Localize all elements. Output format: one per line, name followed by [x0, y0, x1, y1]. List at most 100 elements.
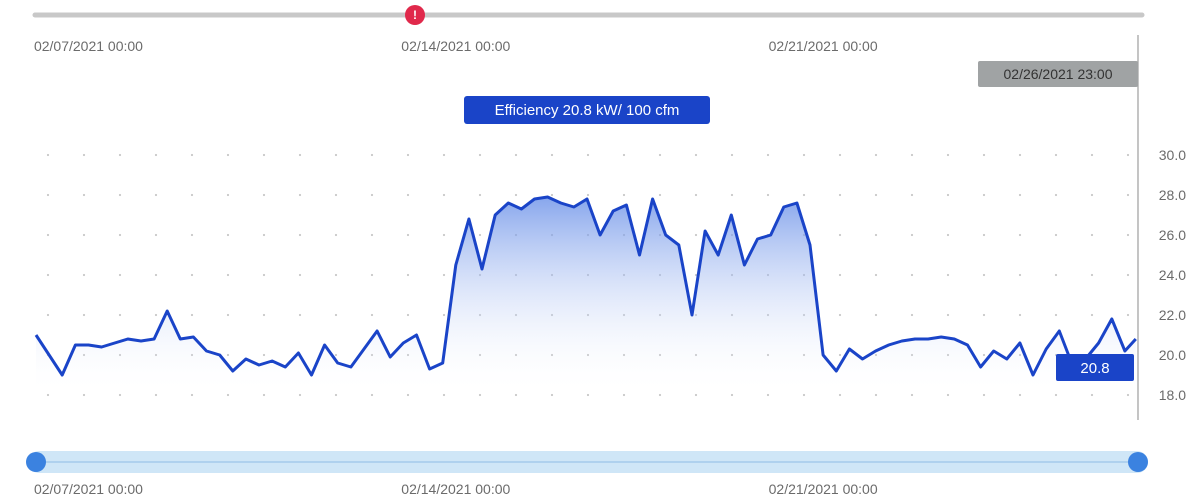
grid-dot	[478, 233, 482, 237]
data-point	[310, 374, 312, 376]
range-slider-left-handle[interactable]	[26, 452, 46, 472]
grid-dot	[910, 153, 914, 157]
grid-dot	[370, 273, 374, 277]
data-point	[822, 354, 824, 356]
data-point	[350, 366, 352, 368]
top-x-tick-label: 02/21/2021 00:00	[769, 38, 878, 54]
grid-dot	[1090, 233, 1094, 237]
data-point	[481, 268, 483, 270]
grid-dot	[730, 153, 734, 157]
grid-dot	[370, 193, 374, 197]
grid-dot	[118, 233, 122, 237]
data-point	[966, 344, 968, 346]
grid-dot	[982, 193, 986, 197]
grid-dot	[910, 273, 914, 277]
grid-dot	[874, 313, 878, 317]
grid-dot	[946, 273, 950, 277]
grid-dot	[658, 193, 662, 197]
data-point	[205, 350, 207, 352]
data-point	[1006, 358, 1008, 360]
data-point	[35, 334, 37, 336]
grid-dot	[226, 273, 230, 277]
y-tick-label: 28.0	[1159, 187, 1186, 203]
data-point	[730, 214, 732, 216]
grid-dot	[262, 153, 266, 157]
top-x-tick-label: 02/14/2021 00:00	[401, 38, 510, 54]
grid-dot	[226, 233, 230, 237]
bottom-x-tick-label: 02/21/2021 00:00	[769, 481, 878, 497]
grid-dot	[1018, 153, 1022, 157]
grid-dot	[694, 153, 698, 157]
grid-dot	[154, 273, 158, 277]
data-point	[61, 374, 63, 376]
grid-dot	[118, 193, 122, 197]
grid-dot	[1126, 233, 1130, 237]
data-point	[520, 208, 522, 210]
grid-dot	[1090, 153, 1094, 157]
grid-dot	[1054, 313, 1058, 317]
data-point	[533, 198, 535, 200]
grid-dot	[622, 153, 626, 157]
grid-dot	[910, 193, 914, 197]
range-slider[interactable]	[26, 451, 1148, 473]
grid-dot	[154, 233, 158, 237]
grid-dot	[82, 193, 86, 197]
data-point	[337, 362, 339, 364]
data-point	[704, 230, 706, 232]
data-point	[861, 358, 863, 360]
alert-marker[interactable]: !	[405, 5, 425, 25]
grid-dot	[1054, 273, 1058, 277]
y-tick-label: 20.0	[1159, 347, 1186, 363]
data-point	[953, 338, 955, 340]
grid-dot	[190, 233, 194, 237]
data-point	[323, 344, 325, 346]
grid-dot	[442, 233, 446, 237]
grid-dot	[442, 313, 446, 317]
grid-dot	[1090, 273, 1094, 277]
data-point	[691, 314, 693, 316]
data-point	[100, 346, 102, 348]
data-point	[612, 210, 614, 212]
data-point	[494, 214, 496, 216]
data-point	[428, 368, 430, 370]
grid-dot	[1126, 153, 1130, 157]
grid-dot	[262, 273, 266, 277]
grid-dot	[298, 313, 302, 317]
grid-dot	[1018, 273, 1022, 277]
data-point	[756, 238, 758, 240]
top-x-axis: 02/07/2021 00:00 02/14/2021 00:00 02/21/20…	[34, 38, 878, 54]
grid-dot	[226, 153, 230, 157]
data-point	[402, 342, 404, 344]
grid-dot	[154, 153, 158, 157]
grid-dot	[406, 273, 410, 277]
grid-dot	[370, 153, 374, 157]
grid-dot	[910, 313, 914, 317]
grid-dot	[190, 313, 194, 317]
grid-dot	[154, 193, 158, 197]
grid-dot	[586, 193, 590, 197]
data-point	[468, 218, 470, 220]
grid-dot	[622, 193, 626, 197]
grid-dot	[406, 153, 410, 157]
grid-dot	[46, 233, 50, 237]
alert-icon[interactable]	[405, 5, 425, 25]
data-point	[1135, 338, 1137, 340]
current-value-badge: 20.8	[1056, 354, 1134, 381]
data-point	[389, 356, 391, 358]
data-point	[245, 358, 247, 360]
grid-dot	[262, 313, 266, 317]
grid-dot	[334, 273, 338, 277]
grid-dot	[442, 153, 446, 157]
data-point	[87, 344, 89, 346]
grid-dot	[982, 313, 986, 317]
grid-dot	[370, 313, 374, 317]
grid-dot	[838, 153, 842, 157]
grid-dot	[190, 193, 194, 197]
grid-dot	[442, 193, 446, 197]
data-point	[1124, 350, 1126, 352]
grid-dot	[1018, 313, 1022, 317]
data-point	[284, 366, 286, 368]
grid-dot	[1090, 193, 1094, 197]
range-slider-right-handle[interactable]	[1128, 452, 1148, 472]
grid-dot	[1018, 193, 1022, 197]
